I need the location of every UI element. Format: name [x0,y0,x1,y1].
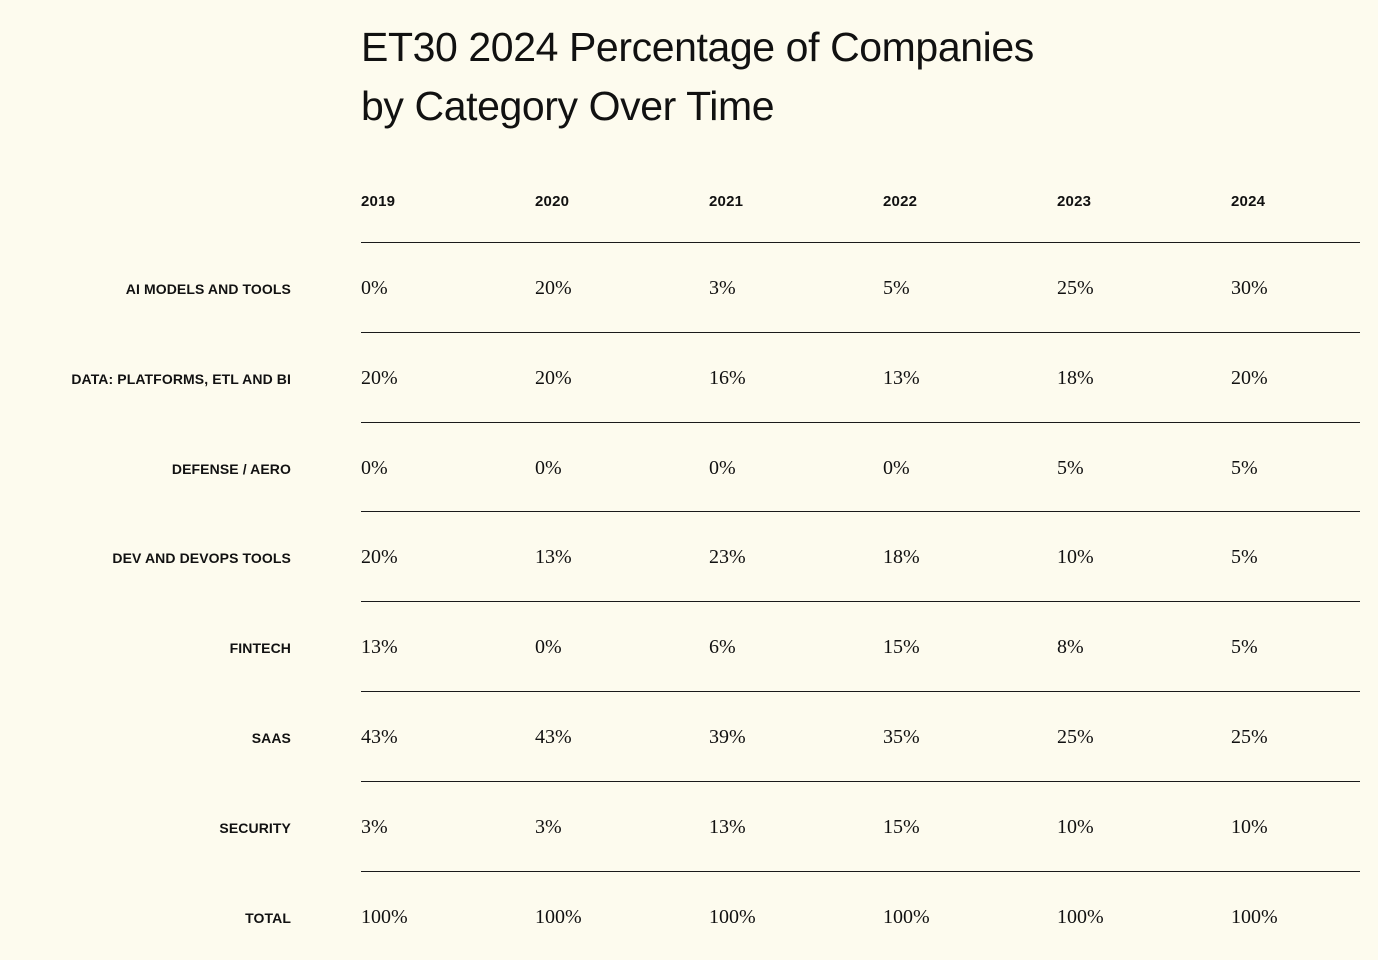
table-cell: 100% [1231,905,1278,928]
row-divider [361,421,1360,423]
row-label-dev-and-devops-tools: DEV AND DEVOPS TOOLS [112,550,291,567]
table-cell: 20% [1231,366,1268,389]
table-cell: 30% [1231,277,1268,299]
table-cell: 13% [535,546,572,569]
table-cell: 25% [1057,277,1094,299]
table-cell: 18% [1057,366,1094,389]
table-cell: 100% [709,905,756,928]
column-header-2019: 2019 [361,193,396,210]
table-cell: 5% [1231,456,1258,479]
table-cell: 3% [361,815,388,838]
row-divider [361,331,1360,333]
row-divider [361,780,1360,782]
column-header-2020: 2020 [535,193,570,210]
row-label-fintech: FINTECH [229,640,291,657]
table-cell: 16% [709,366,746,389]
table-cell: 35% [883,726,920,748]
chart-title-line-2: by Category Over Time [361,83,775,129]
table-cell: 6% [709,636,736,659]
table-cell: 10% [1231,815,1268,838]
column-header-2024: 2024 [1231,193,1266,210]
row-label-security: SECURITY [219,819,291,836]
table-cell: 100% [535,905,582,928]
row-label-ai-models-and-tools: AI MODELS AND TOOLS [125,281,291,297]
column-header-2023: 2023 [1057,193,1092,210]
table-cell: 5% [1231,636,1258,659]
row-divider [361,870,1360,872]
row-label-total: TOTAL [245,909,291,926]
table-cell: 25% [1231,726,1268,748]
table-cell: 20% [535,366,572,389]
table-cell: 15% [883,815,920,838]
table-cell: 10% [1057,546,1094,569]
table-cell: 13% [883,366,920,389]
table-cell: 43% [535,726,572,748]
table-cell: 3% [535,815,562,838]
table-cell: 0% [535,456,562,479]
table-cell: 3% [709,277,736,299]
table-cell: 18% [883,546,920,569]
column-header-2021: 2021 [709,193,744,210]
table-cell: 8% [1057,636,1084,659]
table-cell: 5% [1057,456,1084,479]
row-label-defense-aero: DEFENSE / AERO [171,460,291,477]
table-cell: 10% [1057,815,1094,838]
table-cell: 39% [709,726,746,748]
row-label-saas: SAAS [251,730,291,746]
column-header-2022: 2022 [883,193,918,210]
table-cell: 23% [709,546,746,569]
row-divider [361,691,1360,692]
table-cell: 43% [361,726,398,748]
table-cell: 100% [1057,905,1104,928]
table-cell: 100% [883,905,930,928]
table-cell: 5% [1231,546,1258,569]
chart-title-line-1: ET30 2024 Percentage of Companies [361,24,1034,70]
table-cell: 20% [361,546,398,569]
table-cell: 100% [361,905,408,928]
row-divider [361,242,1360,243]
table-cell: 20% [361,366,398,389]
row-divider [361,511,1360,513]
table-cell: 0% [361,277,388,299]
table-cell: 0% [361,456,388,479]
row-divider [361,601,1360,603]
table-cell: 0% [709,456,736,479]
row-label-data-platforms-etl-and-bi: DATA: PLATFORMS, ETL AND BI [71,370,291,387]
table-cell: 25% [1057,726,1094,748]
table-cell: 15% [883,636,920,659]
table-cell: 13% [709,815,746,838]
table-cell: 5% [883,277,910,299]
table-cell: 0% [535,636,562,659]
table-cell: 13% [361,636,398,659]
table-cell: 20% [535,277,572,299]
chart-title: ET30 2024 Percentage of Companies by Cat… [361,18,1321,136]
table-cell: 0% [883,456,910,479]
